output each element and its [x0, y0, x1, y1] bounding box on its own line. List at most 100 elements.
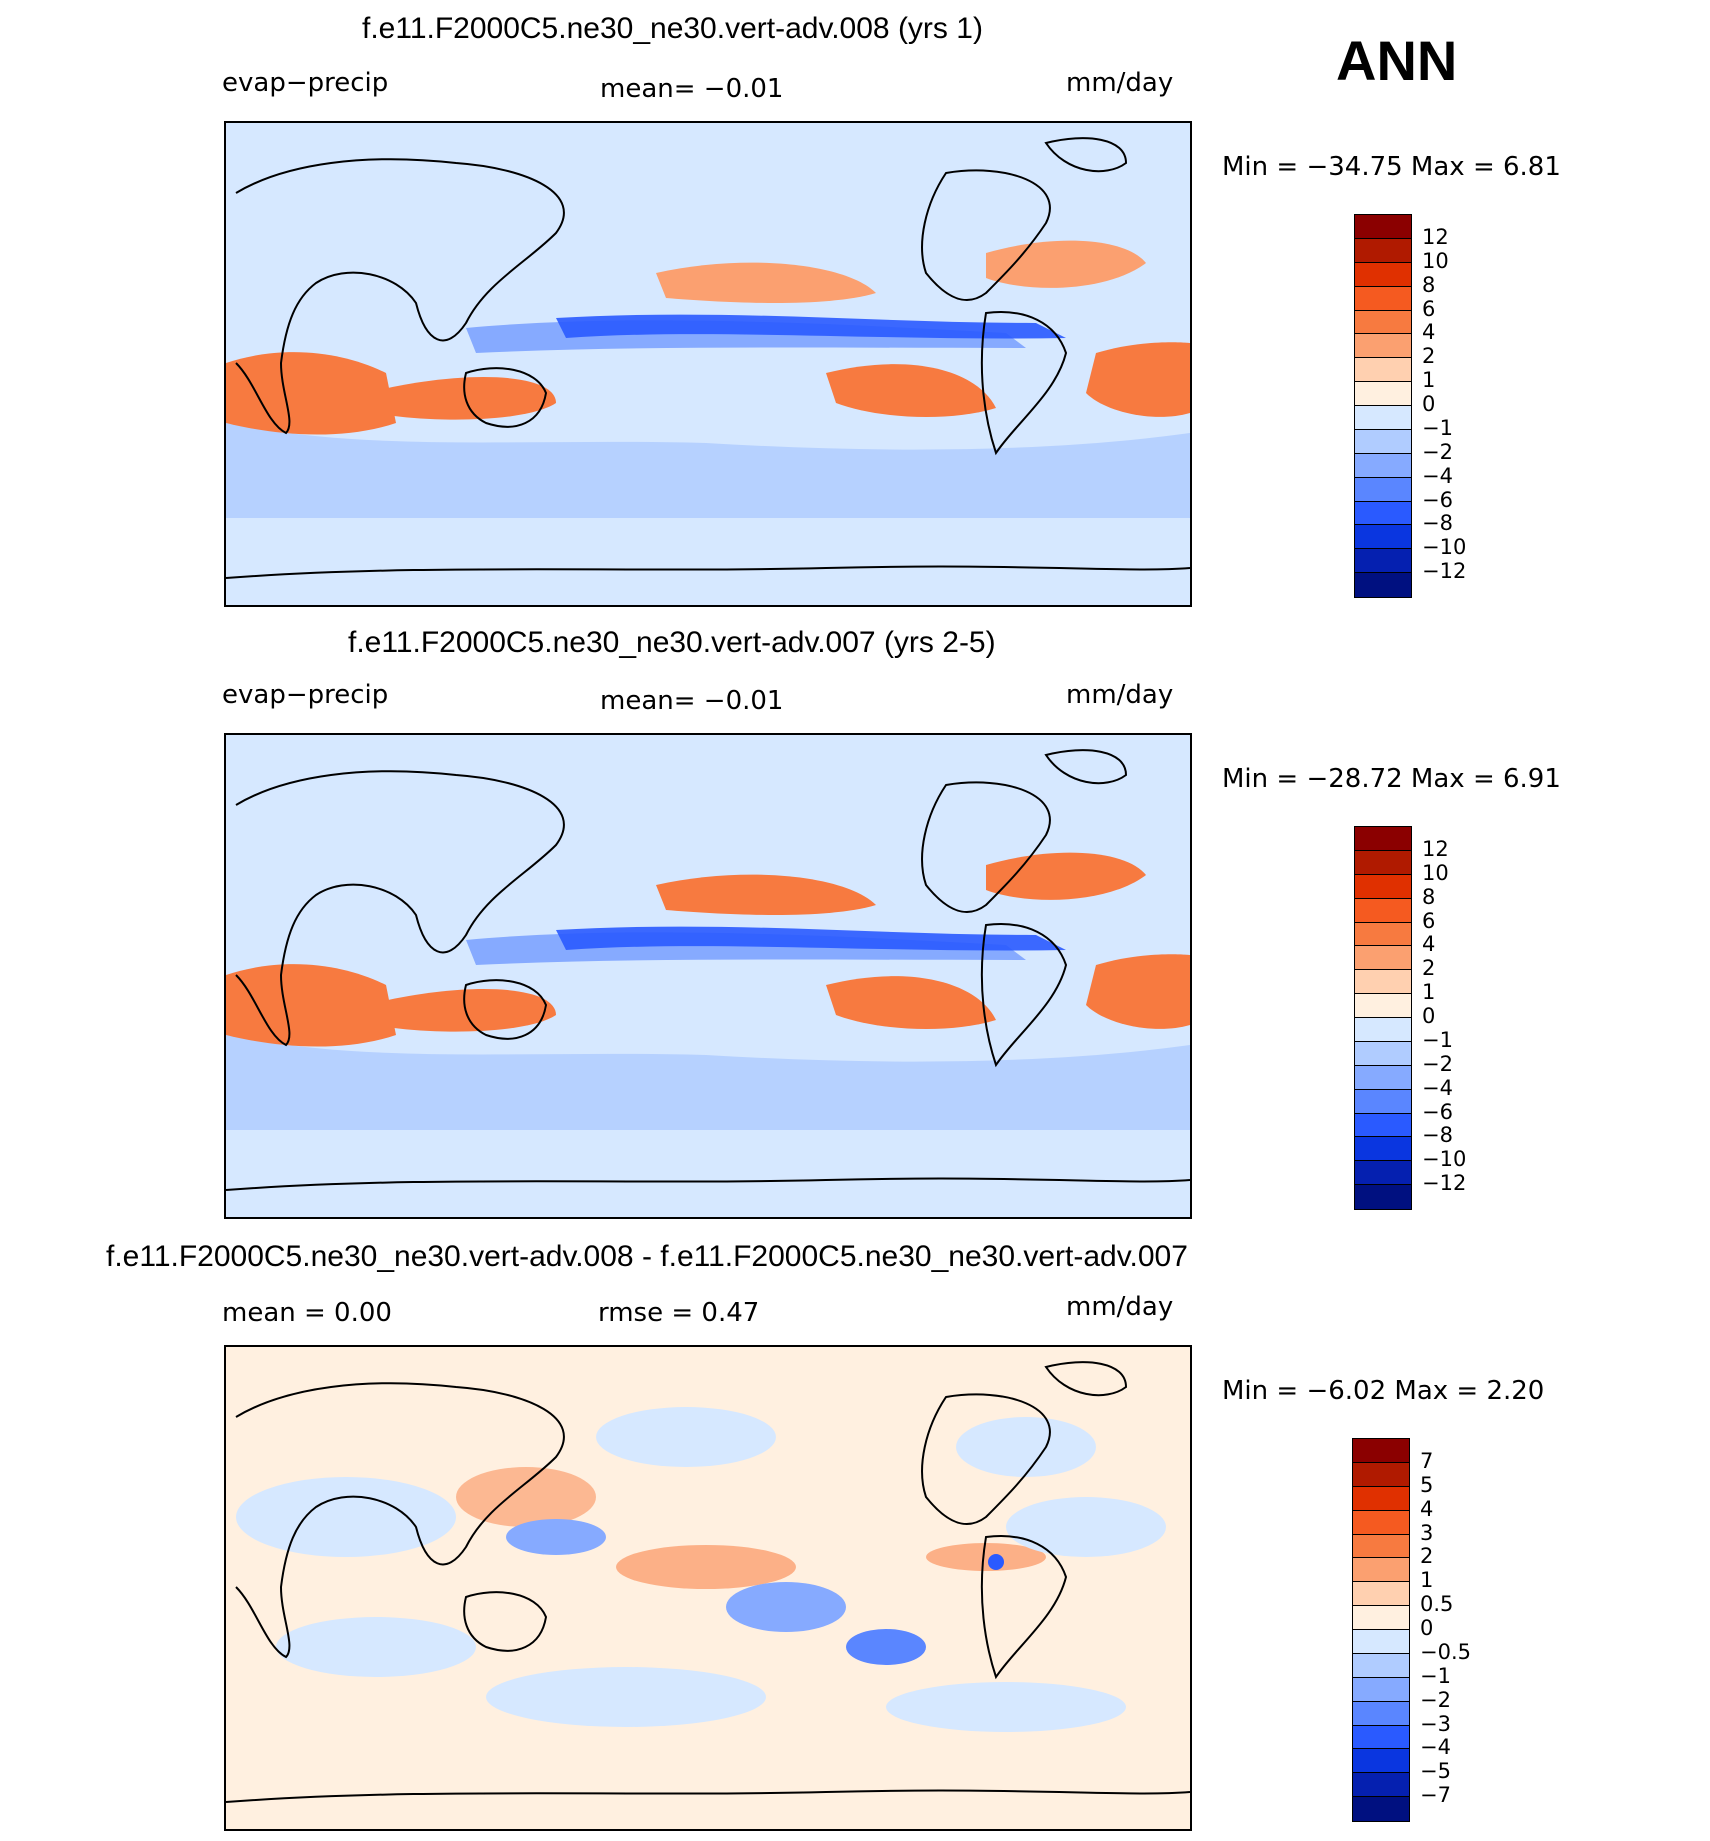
- colorbar-tick-label: 1: [1420, 1568, 1434, 1593]
- colorbar-swatch: [1355, 874, 1411, 899]
- panel-3-title: f.e11.F2000C5.ne30_ne30.vert-adv.008 - f…: [106, 1240, 1188, 1273]
- colorbar-tick-label: −12: [1422, 1171, 1467, 1196]
- southern-ocean-band: [226, 1035, 1190, 1130]
- colorbar-swatch: [1355, 549, 1411, 574]
- map-background: [226, 123, 1190, 605]
- colorbar-tick-label: −5: [1420, 1759, 1451, 1784]
- colorbar-tick-label: −2: [1422, 439, 1453, 464]
- subtropical-high-se-pacific: [826, 976, 996, 1030]
- panel-1-colorbar: [1354, 214, 1412, 598]
- colorbar-tick-label: −10: [1422, 1147, 1467, 1172]
- colorbar-tick-label: 4: [1420, 1496, 1434, 1521]
- colorbar-tick-label: 0: [1420, 1616, 1434, 1640]
- panel-2-mean-label: mean= −0.01: [600, 686, 784, 716]
- panel-2-map: [224, 733, 1192, 1219]
- panel-2-colorbar: [1354, 826, 1412, 1210]
- panel-3-mean-label: mean = 0.00: [222, 1298, 392, 1328]
- colorbar-tick-label: 2: [1422, 344, 1436, 369]
- colorbar-swatch: [1355, 1161, 1411, 1186]
- colorbar-tick-label: 3: [1420, 1520, 1434, 1545]
- colorbar-tick-label: 0: [1422, 1004, 1436, 1028]
- colorbar-swatch: [1353, 1439, 1409, 1463]
- colorbar-swatch: [1353, 1701, 1409, 1726]
- colorbar-tick-label: 6: [1422, 296, 1436, 321]
- subtropical-high-s-atlantic: [1086, 342, 1190, 417]
- colorbar-swatch: [1353, 1773, 1409, 1798]
- colorbar-swatch: [1355, 970, 1411, 995]
- panel-2-units-label: mm/day: [1066, 680, 1174, 710]
- colorbar-tick-label: 8: [1422, 884, 1436, 909]
- colorbar-tick-label: −4: [1420, 1735, 1451, 1760]
- colorbar-tick-label: 2: [1422, 956, 1436, 981]
- colorbar-tick-label: −6: [1422, 1099, 1453, 1124]
- southern-ocean-band: [226, 423, 1190, 518]
- colorbar-swatch: [1353, 1462, 1409, 1487]
- colorbar-swatch: [1353, 1558, 1409, 1583]
- colorbar-tick-label: −7: [1420, 1783, 1451, 1808]
- colorbar-tick-label: 8: [1422, 272, 1436, 297]
- colorbar-tick-label: 4: [1422, 932, 1436, 957]
- colorbar-swatch: [1353, 1486, 1409, 1511]
- colorbar-swatch: [1355, 286, 1411, 311]
- colorbar-swatch: [1355, 1065, 1411, 1090]
- colorbar-swatch: [1355, 215, 1411, 239]
- panel-3-colorbar: [1352, 1438, 1410, 1822]
- panel-2-map-svg: [226, 735, 1190, 1217]
- colorbar-tick-label: −3: [1420, 1711, 1451, 1736]
- panel-3-units-label: mm/day: [1066, 1292, 1174, 1322]
- panel-2-minmax-label: Min = −28.72 Max = 6.91: [1222, 764, 1561, 794]
- colorbar-tick-label: −1: [1420, 1663, 1451, 1688]
- colorbar-swatch: [1353, 1606, 1409, 1630]
- subtropical-high-n-pacific: [656, 262, 876, 303]
- colorbar-tick-label: 12: [1422, 224, 1449, 249]
- panel-1-map-svg: [226, 123, 1190, 605]
- colorbar-swatch: [1353, 1677, 1409, 1702]
- colorbar-swatch: [1355, 262, 1411, 287]
- anomaly-patches: [236, 1407, 1166, 1732]
- colorbar-tick-label: −12: [1422, 559, 1467, 584]
- colorbar-tick-label: −10: [1422, 535, 1467, 560]
- colorbar-swatch: [1355, 453, 1411, 478]
- colorbar-swatch: [1355, 1113, 1411, 1138]
- colorbar-tick-label: −8: [1422, 1123, 1453, 1148]
- coastlines: [226, 137, 1190, 579]
- panel-3-map: [224, 1345, 1192, 1831]
- colorbar-swatch: [1353, 1534, 1409, 1559]
- colorbar-swatch: [1353, 1797, 1409, 1821]
- colorbar-swatch: [1355, 1041, 1411, 1066]
- subtropical-high-s-atlantic: [1086, 954, 1190, 1029]
- colorbar-swatch: [1353, 1653, 1409, 1678]
- itcz-core: [556, 314, 1066, 339]
- panel-1-title: f.e11.F2000C5.ne30_ne30.vert-adv.008 (yr…: [362, 12, 983, 45]
- season-label: ANN: [1336, 29, 1458, 92]
- map-background: [226, 735, 1190, 1217]
- colorbar-swatch: [1355, 573, 1411, 597]
- colorbar-swatch: [1355, 1089, 1411, 1114]
- colorbar-swatch: [1355, 334, 1411, 359]
- colorbar-tick-label: 1: [1422, 368, 1436, 393]
- colorbar-tick-label: −4: [1422, 1075, 1453, 1100]
- subtropical-high-n-atlantic: [986, 852, 1146, 900]
- panel-1-minmax-label: Min = −34.75 Max = 6.81: [1222, 152, 1561, 182]
- coastlines: [226, 749, 1190, 1191]
- colorbar-swatch: [1355, 898, 1411, 923]
- colorbar-swatch: [1355, 477, 1411, 502]
- colorbar-tick-label: 7: [1420, 1448, 1434, 1473]
- panel-1-mean-label: mean= −0.01: [600, 74, 784, 104]
- panel-2-title: f.e11.F2000C5.ne30_ne30.vert-adv.007 (yr…: [348, 626, 996, 659]
- subtropical-high-se-pacific: [826, 364, 996, 418]
- colorbar-tick-label: −1: [1422, 1027, 1453, 1052]
- colorbar-tick-label: −2: [1420, 1687, 1451, 1712]
- colorbar-tick-label: −2: [1422, 1051, 1453, 1076]
- colorbar-swatch: [1355, 850, 1411, 875]
- panel-1-variable-label: evap−precip: [222, 68, 389, 98]
- colorbar-swatch: [1355, 922, 1411, 947]
- colorbar-tick-label: 4: [1422, 320, 1436, 345]
- colorbar-swatch: [1355, 310, 1411, 335]
- colorbar-tick-label: 12: [1422, 836, 1449, 861]
- subtropical-high-n-atlantic: [986, 240, 1146, 288]
- colorbar-tick-label: 2: [1420, 1544, 1434, 1569]
- colorbar-swatch: [1355, 827, 1411, 851]
- colorbar-tick-label: 10: [1422, 248, 1449, 273]
- colorbar-tick-label: −0.5: [1420, 1639, 1471, 1664]
